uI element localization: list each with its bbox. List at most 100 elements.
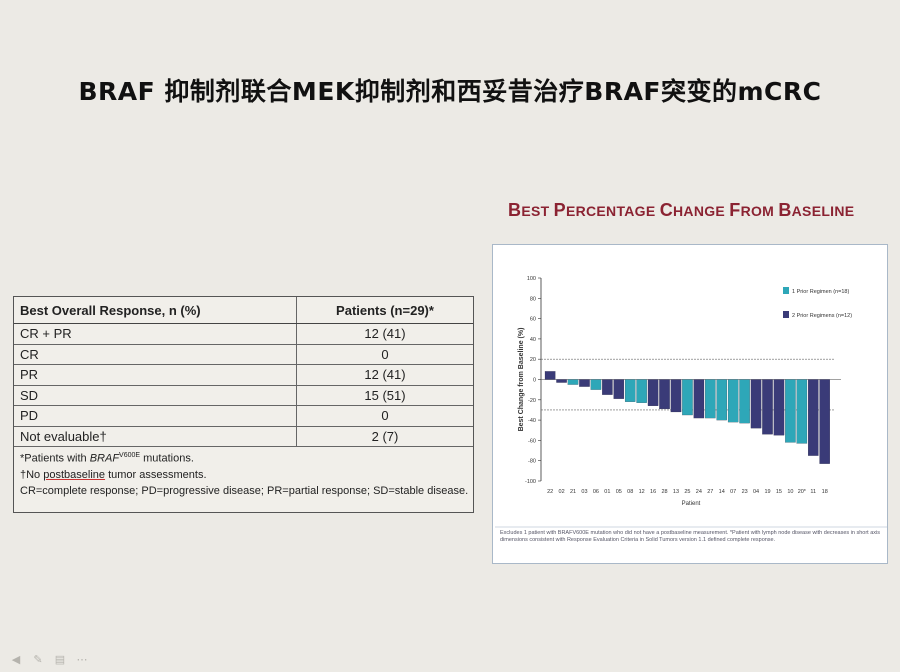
bar: [556, 379, 567, 383]
x-tick-label: 15: [776, 489, 782, 495]
chart-heading: BEST PERCENTAGE CHANGE FROM BASELINE: [508, 200, 855, 220]
row-label: PR: [14, 364, 297, 386]
legend-label: 2 Prior Regimens (n=12): [792, 313, 852, 319]
bar: [659, 379, 670, 410]
x-tick-label: 05: [616, 489, 622, 495]
x-tick-label: 11: [810, 489, 816, 495]
row-label: Not evaluable†: [14, 426, 297, 447]
bar: [693, 379, 705, 419]
y-tick-label: -100: [525, 479, 536, 485]
table-row: SD 15 (51): [14, 385, 473, 406]
x-tick-label: 08: [627, 489, 633, 495]
bar: [796, 379, 808, 444]
y-tick-label: -20: [528, 398, 536, 404]
bar: [705, 379, 716, 419]
row-label: CR: [14, 344, 297, 365]
x-tick-label: 24: [696, 489, 702, 495]
header-response: Best Overall Response, n (%): [14, 297, 297, 324]
bar: [613, 379, 625, 399]
table-header-row: Best Overall Response, n (%) Patients (n…: [14, 297, 473, 324]
x-tick-label: 21: [570, 489, 576, 495]
row-value: 0: [296, 344, 473, 365]
chart-footnote: Excludes 1 patient with BRAFV600E mutati…: [500, 530, 881, 543]
footnote-no-assessment: †No postbaseline tumor assessments.: [20, 468, 207, 481]
table-row: CR + PR 12 (41): [14, 323, 473, 345]
table-row: Not evaluable† 2 (7): [14, 426, 473, 447]
x-tick-label: 23: [742, 489, 748, 495]
y-tick-label: -60: [528, 438, 536, 444]
y-tick-label: 80: [530, 296, 536, 302]
y-tick-label: 20: [530, 357, 536, 363]
bar: [727, 379, 739, 423]
x-tick-label: 13: [673, 489, 679, 495]
x-tick-label: 03: [581, 489, 587, 495]
row-label: CR + PR: [14, 323, 297, 345]
footnote-mutation: *Patients with BRAFV600E mutations.: [20, 452, 194, 465]
x-tick-label: 19: [764, 489, 770, 495]
x-tick-label: 10: [787, 489, 793, 495]
bar: [682, 379, 693, 416]
table-footnotes: *Patients with BRAFV600E mutations. †No …: [14, 447, 473, 499]
x-tick-label: 22: [547, 489, 553, 495]
bar: [819, 379, 830, 464]
bar: [762, 379, 773, 435]
x-tick-label: 14: [719, 489, 725, 495]
table-row: CR 0: [14, 344, 473, 365]
legend-swatch: [783, 287, 789, 294]
bar: [670, 379, 682, 413]
row-label: SD: [14, 385, 297, 406]
bar: [579, 379, 590, 387]
legend-label: 1 Prior Regimen (n=18): [792, 289, 849, 295]
bar: [602, 379, 613, 395]
waterfall-chart-panel: 100 80 60 40 20 0 -20 -40 -60 -80 -100 Best Change …: [492, 244, 888, 564]
x-tick-label: 06: [593, 489, 599, 495]
waterfall-chart: 100 80 60 40 20 0 -20 -40 -60 -80 -100 Best Change …: [495, 276, 887, 528]
x-tick-label: 01: [604, 489, 610, 495]
response-table: Best Overall Response, n (%) Patients (n…: [13, 296, 474, 513]
header-patients: Patients (n=29)*: [296, 297, 473, 324]
x-tick-label: 28: [661, 489, 667, 495]
x-tick-label: 04: [753, 489, 759, 495]
x-tick-label: 07: [730, 489, 736, 495]
footnote-abbreviations: CR=complete response; PD=progressive dis…: [20, 484, 469, 497]
bar: [773, 379, 785, 436]
bar: [567, 379, 579, 385]
bar: [624, 379, 636, 402]
y-tick-label: 0: [533, 378, 536, 384]
y-tick-label: 60: [530, 317, 536, 323]
more-icon[interactable]: ⋯: [76, 654, 88, 666]
x-tick-label: 20*: [798, 489, 807, 495]
x-axis-label: Patient: [682, 501, 701, 507]
x-tick-label: 27: [707, 489, 713, 495]
bar: [739, 379, 750, 424]
bar: [750, 379, 762, 429]
x-tick-label: 02: [559, 489, 565, 495]
y-tick-label: 40: [530, 337, 536, 343]
bar: [785, 379, 796, 443]
y-tick-label: -80: [528, 459, 536, 465]
bar: [716, 379, 727, 421]
row-value: 15 (51): [296, 385, 473, 406]
row-value: 12 (41): [296, 323, 473, 345]
bar: [647, 379, 659, 406]
table-row: PR 12 (41): [14, 364, 473, 386]
table-row: PD 0: [14, 405, 473, 427]
legend-swatch: [783, 311, 789, 318]
y-tick-label: -40: [528, 418, 536, 424]
x-tick-label: 16: [650, 489, 656, 495]
bar: [590, 379, 602, 390]
bar: [544, 371, 556, 380]
presenter-toolbar[interactable]: ◀ ✎ ▤ ⋯: [10, 654, 88, 666]
x-tick-label: 18: [822, 489, 828, 495]
bar: [808, 379, 819, 456]
y-axis-label: Best Change from Baseline (%): [518, 328, 525, 432]
pen-icon[interactable]: ✎: [33, 654, 43, 666]
slides-icon[interactable]: ▤: [54, 654, 66, 666]
back-arrow-icon[interactable]: ◀: [11, 654, 21, 666]
row-value: 2 (7): [296, 426, 473, 447]
row-value: 0: [296, 405, 473, 427]
bar: [636, 379, 647, 403]
row-value: 12 (41): [296, 364, 473, 386]
slide-title: BRAF 抑制剂联合MEK抑制剂和西妥昔治疗BRAF突变的mCRC: [78, 77, 822, 106]
x-tick-label: 25: [684, 489, 690, 495]
